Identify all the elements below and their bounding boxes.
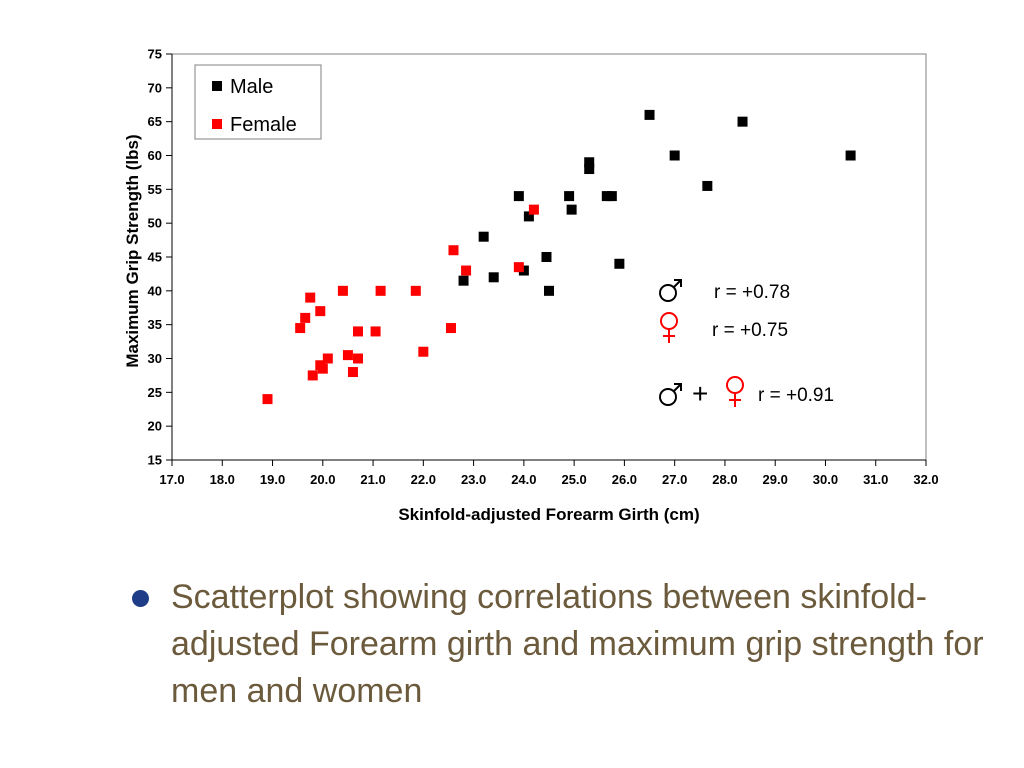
female-data-point — [370, 326, 381, 337]
y-tick-label: 35 — [148, 317, 162, 332]
x-tick-label: 21.0 — [360, 472, 385, 487]
x-tick-label: 25.0 — [561, 472, 586, 487]
legend-swatch-female — [212, 119, 222, 129]
female-data-point — [461, 265, 472, 276]
annotation-plus-sign: + — [692, 378, 708, 409]
y-tick-label: 60 — [148, 148, 162, 163]
female-data-point — [342, 350, 353, 361]
female-data-point — [322, 353, 333, 364]
y-tick-label: 25 — [148, 385, 162, 400]
annotation-text-combined: r = +0.91 — [758, 385, 834, 406]
female-symbol-icon — [726, 376, 744, 407]
male-symbol-icon — [659, 279, 682, 302]
scatter-chart: 17.0 18.0 19.0 20.0 21.0 22.0 23.0 24.0 25.0 26.0… — [123, 47, 939, 525]
male-data-point — [584, 164, 595, 175]
data-points — [262, 109, 856, 405]
annotation-combined-correlation — [659, 376, 744, 407]
y-tick-label: 40 — [148, 283, 162, 298]
female-data-point — [317, 363, 328, 374]
y-tick-label: 75 — [148, 47, 162, 62]
y-tick-label: 65 — [148, 114, 162, 129]
x-tick-label: 29.0 — [763, 472, 788, 487]
x-tick-label: 23.0 — [461, 472, 486, 487]
female-data-point — [418, 346, 429, 357]
x-tick-label: 22.0 — [411, 472, 436, 487]
x-tick-label: 17.0 — [159, 472, 184, 487]
y-tick-label: 20 — [148, 419, 162, 434]
x-tick-label: 30.0 — [813, 472, 838, 487]
male-data-point — [601, 191, 612, 202]
y-axis-title: Maximum Grip Strength (lbs) — [123, 134, 142, 367]
male-data-point — [544, 285, 554, 296]
male-data-point — [458, 275, 469, 286]
y-tick-label: 15 — [148, 453, 162, 468]
legend-swatch-male — [212, 81, 222, 91]
male-data-point — [488, 272, 499, 283]
male-data-point — [614, 258, 625, 269]
female-data-point — [448, 245, 459, 256]
female-data-point — [352, 326, 363, 337]
female-data-point — [262, 394, 273, 405]
female-data-point — [307, 370, 318, 381]
annotation-text-female: r = +0.75 — [712, 320, 788, 341]
female-symbol-icon — [660, 312, 678, 343]
y-tick-label: 50 — [148, 216, 162, 231]
female-data-point — [445, 323, 456, 334]
male-data-point — [644, 109, 655, 120]
female-data-point — [528, 204, 539, 215]
male-data-point — [669, 150, 680, 161]
legend-label-male: Male — [230, 76, 273, 98]
male-data-point — [523, 211, 534, 222]
male-data-point — [737, 116, 748, 127]
male-data-point — [513, 191, 524, 202]
annotation-male-correlation — [659, 279, 682, 302]
male-data-point — [606, 191, 617, 202]
y-tick-label: 45 — [148, 250, 162, 265]
annotation-text-male: r = +0.78 — [714, 282, 790, 303]
y-tick-label: 55 — [148, 182, 162, 197]
caption-text: Scatterplot showing correlations between… — [171, 578, 984, 710]
female-data-point — [352, 353, 363, 364]
male-data-point — [478, 231, 489, 242]
caption-bullet: Scatterplot showing correlations between… — [132, 574, 1012, 715]
x-tick-label: 28.0 — [712, 472, 737, 487]
legend-label-female: Female — [230, 114, 297, 136]
x-axis-title: Skinfold-adjusted Forearm Girth (cm) — [398, 505, 699, 524]
legend: Male Female — [194, 64, 322, 140]
y-axis-ticks: 15 20 25 30 35 40 45 50 55 60 65 70 75 — [148, 47, 172, 468]
bullet-dot — [132, 590, 149, 607]
y-tick-label: 30 — [148, 351, 162, 366]
x-tick-label: 24.0 — [511, 472, 536, 487]
x-tick-label: 20.0 — [310, 472, 335, 487]
male-data-point — [845, 150, 856, 161]
female-data-point — [315, 306, 326, 317]
male-data-point — [584, 157, 595, 168]
female-data-point — [337, 285, 348, 296]
x-tick-label: 31.0 — [863, 472, 888, 487]
female-data-point — [305, 292, 316, 303]
x-axis-ticks: 17.0 18.0 19.0 20.0 21.0 22.0 23.0 24.0 25.0 26.0… — [159, 460, 939, 487]
male-data-point — [541, 252, 552, 262]
y-tick-label: 70 — [148, 80, 162, 95]
female-data-point — [513, 262, 524, 273]
correlation-annotations: r = +0.78 r = +0.75 + r = +0.91 — [659, 279, 834, 409]
male-data-point — [518, 265, 529, 276]
female-data-point — [295, 323, 306, 334]
female-data-point — [375, 285, 386, 296]
x-tick-label: 27.0 — [662, 472, 687, 487]
male-data-point — [566, 204, 577, 215]
x-tick-label: 32.0 — [913, 472, 938, 487]
male-data-point — [702, 180, 713, 191]
male-data-point — [564, 191, 575, 202]
x-tick-label: 18.0 — [210, 472, 235, 487]
male-symbol-icon — [659, 383, 682, 406]
x-tick-label: 19.0 — [260, 472, 285, 487]
annotation-female-correlation — [660, 312, 678, 343]
female-data-point — [410, 285, 421, 296]
female-data-point — [300, 312, 311, 323]
x-tick-label: 26.0 — [612, 472, 637, 487]
female-data-point — [347, 367, 358, 378]
